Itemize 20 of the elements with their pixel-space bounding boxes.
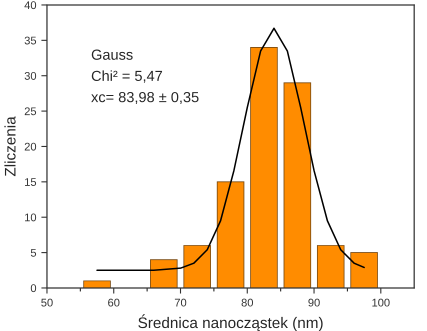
x-tick-label: 100 bbox=[372, 298, 390, 307]
x-tick-label: 50 bbox=[41, 298, 53, 307]
y-tick-label: 20 bbox=[24, 142, 36, 151]
x-tick-label: 70 bbox=[174, 298, 186, 307]
annotation: Chi² = 5,47 bbox=[92, 70, 162, 83]
annotation: Gauss bbox=[92, 49, 133, 60]
x-tick-label: 80 bbox=[242, 298, 254, 307]
x-tick-label: 60 bbox=[108, 298, 120, 307]
y-tick-label: 30 bbox=[24, 72, 36, 80]
y-tick-label: 25 bbox=[24, 107, 36, 116]
y-tick-label: 15 bbox=[25, 178, 36, 186]
y-tick-label: 10 bbox=[25, 213, 36, 222]
annotation: xc= 83,98 ± 0,35 bbox=[91, 92, 199, 104]
y-tick-label: 0 bbox=[30, 284, 36, 292]
y-tick-label: 5 bbox=[30, 248, 36, 257]
y-axis-title: Zliczenia bbox=[4, 116, 16, 176]
x-axis-title: Średnica nanocząstek (nm) bbox=[138, 314, 323, 331]
y-tick-label: 40 bbox=[24, 1, 36, 10]
y-tick-label: 35 bbox=[24, 36, 36, 44]
x-tick-label: 90 bbox=[308, 298, 320, 307]
